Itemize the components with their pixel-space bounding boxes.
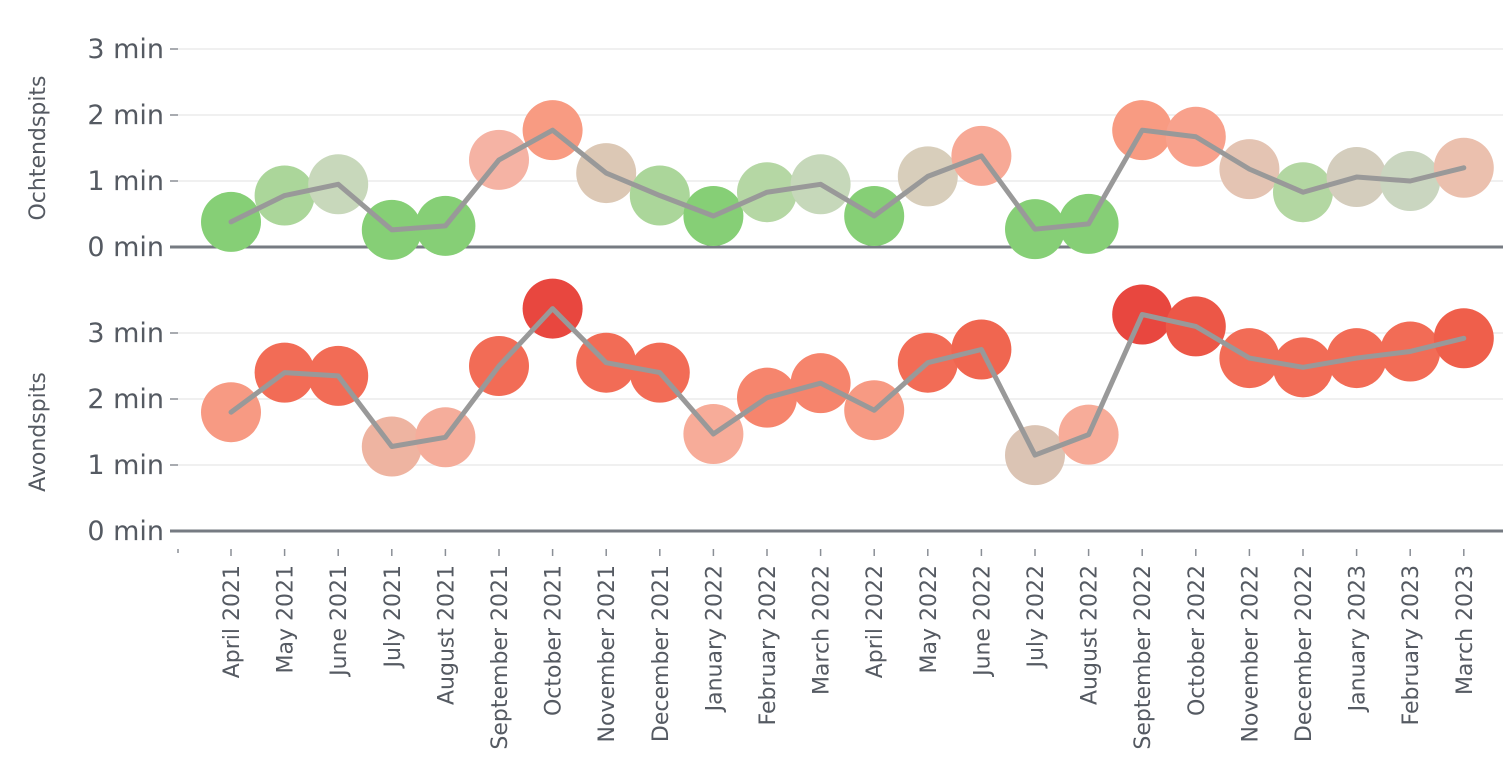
x-tick-label: January 2022	[702, 565, 727, 713]
x-tick-label: March 2022	[810, 565, 835, 695]
y-tick-label: 2 min	[87, 100, 164, 131]
x-tick-label: October 2022	[1185, 565, 1210, 716]
x-tick-label: December 2022	[1292, 565, 1317, 742]
x-tick-label: March 2023	[1453, 565, 1478, 695]
panel-label: Ochtendspits	[26, 75, 51, 220]
x-tick-label: August 2022	[1078, 565, 1103, 705]
y-tick-label: 0 min	[87, 232, 164, 263]
y-tick-label: 1 min	[87, 450, 164, 481]
x-tick-label: July 2022	[1024, 565, 1049, 670]
x-tick-label: November 2021	[595, 565, 620, 742]
x-tick-label: September 2021	[488, 565, 513, 750]
x-tick-label: April 2021	[220, 565, 245, 678]
y-tick-label: 1 min	[87, 166, 164, 197]
x-tick-label: July 2021	[381, 565, 406, 670]
y-tick-label: 0 min	[87, 516, 164, 547]
panel-label: Avondspits	[26, 372, 51, 492]
x-tick-label: January 2023	[1346, 565, 1371, 713]
x-tick-label: August 2021	[434, 565, 459, 705]
x-tick-label: September 2022	[1131, 565, 1156, 750]
x-tick-label: April 2022	[863, 565, 888, 678]
x-tick-label: February 2023	[1399, 565, 1424, 725]
x-tick-label: February 2022	[756, 565, 781, 725]
series-line	[228, 127, 1467, 233]
x-tick-label: May 2021	[274, 565, 299, 673]
x-tick-label: June 2022	[970, 565, 995, 678]
x-tick-label: November 2022	[1238, 565, 1263, 742]
x-tick-label: December 2021	[649, 565, 674, 742]
panel-avondspits: 0 min 1 min 2 min 3 min Avondspits	[26, 278, 1503, 547]
y-tick-label: 2 min	[87, 384, 164, 415]
series-line	[228, 306, 1467, 458]
chart-panels: 0 min 1 min 2 min 3 min Ochtendspits 0 min 1 m…	[26, 34, 1503, 547]
panel-ochtendspits: 0 min 1 min 2 min 3 min Ochtendspits	[26, 34, 1503, 263]
x-tick-label: May 2022	[917, 565, 942, 673]
x-axis: April 2021 May 2021 June 2021 July 2021 Augu…	[177, 549, 1478, 750]
x-tick-label: June 2021	[327, 565, 352, 678]
y-tick-label: 3 min	[87, 318, 164, 349]
y-tick-label: 3 min	[87, 34, 164, 65]
x-tick-label: October 2021	[542, 565, 567, 716]
